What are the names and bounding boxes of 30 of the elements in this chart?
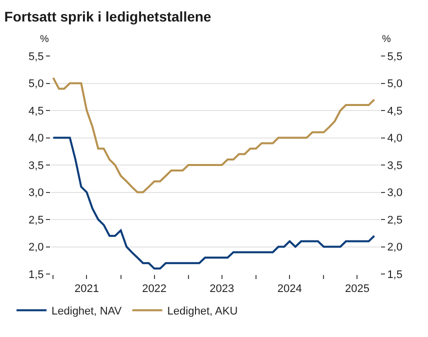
line-series (52, 76, 376, 194)
y-tick-label: 3,5 (28, 160, 44, 172)
x-tick-label: 2023 (210, 283, 234, 296)
y2-tick-label: 4,0 (387, 132, 402, 145)
x-tick-label: 2025 (344, 283, 370, 296)
y2-tick-label: 3,0 (387, 187, 402, 200)
y-tick-label: 1,5 (28, 268, 44, 281)
x-tick-label: 2021 (74, 283, 99, 296)
y2-tick-label: 2,0 (387, 242, 402, 254)
legend-label: Ledighet, AKU (167, 306, 238, 318)
y-tick-label: 4,5 (28, 105, 44, 118)
line-series (52, 136, 376, 270)
y2-tick-label: 5,0 (387, 78, 402, 90)
y2-axis-title: % (382, 34, 391, 45)
y2-tick-label: 2,5 (387, 214, 402, 226)
y-tick-label: 3,0 (28, 187, 44, 200)
y2-tick-label: 5,5 (387, 50, 402, 63)
y2-tick-label: 3,5 (387, 160, 402, 172)
chart-title: Fortsatt sprik i ledighetstallene (4, 8, 212, 25)
legend-label: Ledighet, NAV (52, 306, 122, 318)
x-tick-label: 2022 (142, 283, 167, 296)
y2-tick-label: 4,5 (387, 105, 402, 118)
y-tick-label: 4,0 (28, 132, 44, 145)
y-tick-label: 5,0 (28, 78, 44, 90)
y-tick-label: 2,5 (28, 214, 44, 226)
x-tick-label: 2024 (277, 283, 302, 296)
y-axis-title: % (40, 34, 49, 45)
y-tick-label: 2,0 (28, 242, 44, 254)
y2-tick-label: 1,5 (387, 268, 402, 281)
y-tick-label: 5,5 (28, 50, 44, 63)
